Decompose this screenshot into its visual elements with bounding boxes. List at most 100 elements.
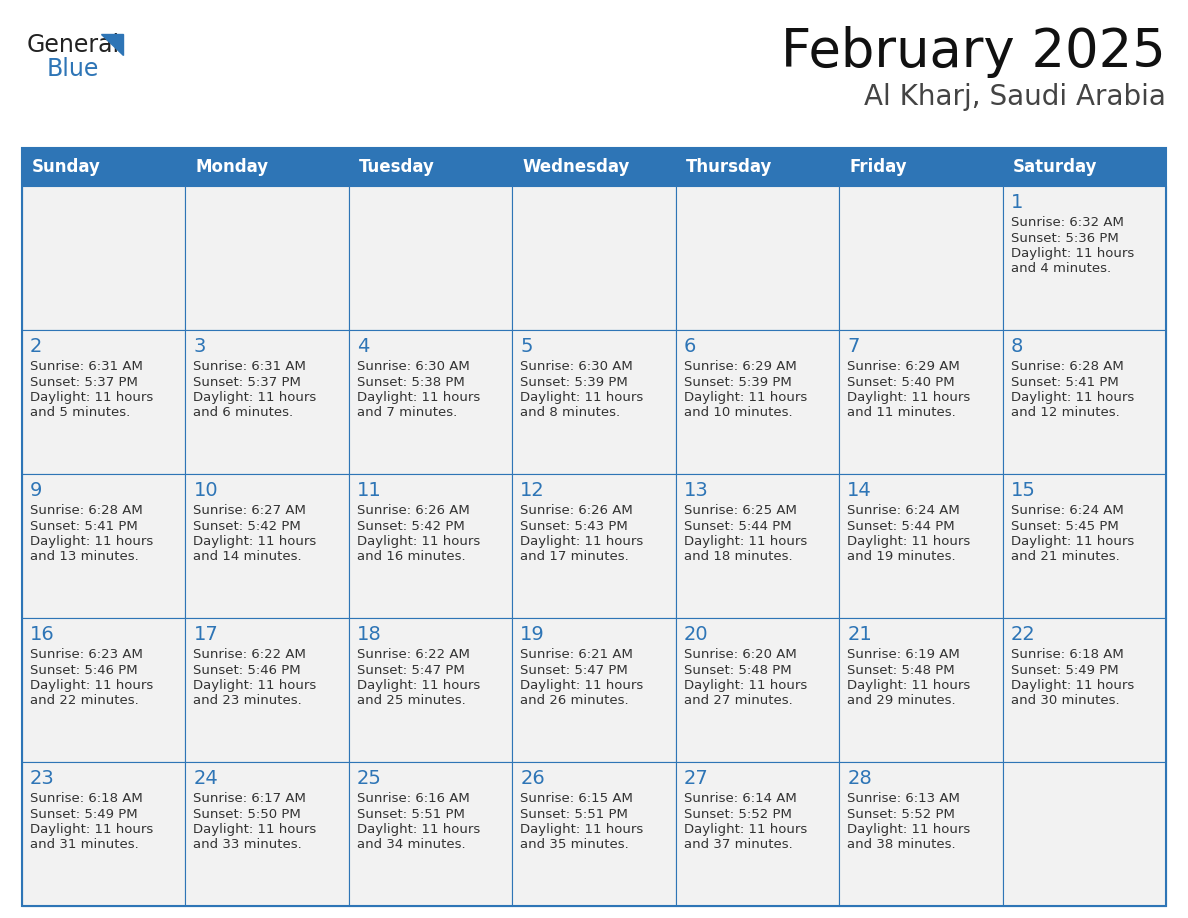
Text: Daylight: 11 hours: Daylight: 11 hours (847, 535, 971, 548)
Bar (512, 474, 676, 618)
Text: Sunrise: 6:26 AM: Sunrise: 6:26 AM (356, 504, 469, 517)
Bar (676, 474, 839, 618)
Text: and 26 minutes.: and 26 minutes. (520, 695, 628, 708)
Bar (23, 186, 185, 330)
Text: Daylight: 11 hours: Daylight: 11 hours (684, 391, 807, 404)
Text: Sunrise: 6:31 AM: Sunrise: 6:31 AM (30, 360, 143, 373)
Text: Daylight: 11 hours: Daylight: 11 hours (1011, 679, 1133, 692)
Text: and 5 minutes.: and 5 minutes. (30, 407, 131, 420)
Bar (512, 762, 676, 906)
Bar (185, 330, 349, 474)
Text: Daylight: 11 hours: Daylight: 11 hours (520, 679, 644, 692)
Text: and 11 minutes.: and 11 minutes. (847, 407, 956, 420)
Text: and 18 minutes.: and 18 minutes. (684, 551, 792, 564)
Text: Sunrise: 6:20 AM: Sunrise: 6:20 AM (684, 648, 796, 661)
Text: Sunrise: 6:27 AM: Sunrise: 6:27 AM (194, 504, 307, 517)
Text: and 7 minutes.: and 7 minutes. (356, 407, 457, 420)
Text: 27: 27 (684, 769, 708, 788)
Text: and 34 minutes.: and 34 minutes. (356, 838, 466, 852)
Text: 5: 5 (520, 337, 532, 356)
Text: Sunset: 5:39 PM: Sunset: 5:39 PM (684, 375, 791, 388)
Bar (185, 186, 349, 330)
Bar (349, 618, 512, 762)
Text: Sunrise: 6:24 AM: Sunrise: 6:24 AM (1011, 504, 1124, 517)
Bar (676, 330, 839, 474)
Text: Sunset: 5:44 PM: Sunset: 5:44 PM (684, 520, 791, 532)
Text: Sunset: 5:52 PM: Sunset: 5:52 PM (847, 808, 955, 821)
Text: Sunset: 5:43 PM: Sunset: 5:43 PM (520, 520, 628, 532)
Text: Daylight: 11 hours: Daylight: 11 hours (356, 391, 480, 404)
Bar (512, 186, 676, 330)
Text: and 35 minutes.: and 35 minutes. (520, 838, 628, 852)
Text: and 33 minutes.: and 33 minutes. (194, 838, 302, 852)
Text: Daylight: 11 hours: Daylight: 11 hours (356, 823, 480, 836)
Text: Daylight: 11 hours: Daylight: 11 hours (30, 535, 153, 548)
Text: and 19 minutes.: and 19 minutes. (847, 551, 956, 564)
Text: Sunset: 5:41 PM: Sunset: 5:41 PM (1011, 375, 1118, 388)
Text: 25: 25 (356, 769, 381, 788)
Bar (1003, 186, 1165, 330)
Bar (1003, 762, 1165, 906)
Text: and 22 minutes.: and 22 minutes. (30, 695, 139, 708)
Text: and 12 minutes.: and 12 minutes. (1011, 407, 1119, 420)
Text: Sunrise: 6:22 AM: Sunrise: 6:22 AM (194, 648, 307, 661)
Text: Sunrise: 6:30 AM: Sunrise: 6:30 AM (520, 360, 633, 373)
Text: Sunset: 5:39 PM: Sunset: 5:39 PM (520, 375, 628, 388)
Text: Daylight: 11 hours: Daylight: 11 hours (520, 391, 644, 404)
Text: General: General (27, 33, 120, 57)
Text: 14: 14 (847, 481, 872, 500)
Text: 2: 2 (30, 337, 43, 356)
Text: Daylight: 11 hours: Daylight: 11 hours (684, 823, 807, 836)
Text: Daylight: 11 hours: Daylight: 11 hours (30, 679, 153, 692)
Text: 21: 21 (847, 625, 872, 644)
Text: 17: 17 (194, 625, 219, 644)
Text: Daylight: 11 hours: Daylight: 11 hours (1011, 391, 1133, 404)
Text: Daylight: 11 hours: Daylight: 11 hours (520, 535, 644, 548)
Text: Sunrise: 6:32 AM: Sunrise: 6:32 AM (1011, 216, 1124, 229)
Text: and 13 minutes.: and 13 minutes. (30, 551, 139, 564)
Text: and 29 minutes.: and 29 minutes. (847, 695, 956, 708)
Text: Sunrise: 6:28 AM: Sunrise: 6:28 AM (30, 504, 143, 517)
Text: Daylight: 11 hours: Daylight: 11 hours (356, 679, 480, 692)
Text: Sunset: 5:47 PM: Sunset: 5:47 PM (520, 664, 628, 677)
Text: February 2025: February 2025 (782, 26, 1165, 78)
Text: Daylight: 11 hours: Daylight: 11 hours (1011, 535, 1133, 548)
Text: 15: 15 (1011, 481, 1036, 500)
Bar (512, 618, 676, 762)
Text: Sunrise: 6:31 AM: Sunrise: 6:31 AM (194, 360, 307, 373)
Text: Sunrise: 6:22 AM: Sunrise: 6:22 AM (356, 648, 469, 661)
Text: Sunset: 5:51 PM: Sunset: 5:51 PM (356, 808, 465, 821)
Text: Sunset: 5:46 PM: Sunset: 5:46 PM (30, 664, 138, 677)
Text: Sunrise: 6:16 AM: Sunrise: 6:16 AM (356, 792, 469, 805)
Bar (23, 762, 185, 906)
Text: Sunrise: 6:21 AM: Sunrise: 6:21 AM (520, 648, 633, 661)
Bar (839, 330, 1003, 474)
Bar (349, 186, 512, 330)
Text: and 16 minutes.: and 16 minutes. (356, 551, 466, 564)
Text: 10: 10 (194, 481, 219, 500)
Text: Sunset: 5:36 PM: Sunset: 5:36 PM (1011, 231, 1118, 244)
Text: Sunset: 5:49 PM: Sunset: 5:49 PM (30, 808, 138, 821)
Bar (839, 618, 1003, 762)
Text: and 14 minutes.: and 14 minutes. (194, 551, 302, 564)
Text: Sunrise: 6:17 AM: Sunrise: 6:17 AM (194, 792, 307, 805)
Bar (1003, 330, 1165, 474)
Text: 26: 26 (520, 769, 545, 788)
Text: 11: 11 (356, 481, 381, 500)
Text: and 31 minutes.: and 31 minutes. (30, 838, 139, 852)
Text: Daylight: 11 hours: Daylight: 11 hours (194, 391, 317, 404)
Text: Sunrise: 6:26 AM: Sunrise: 6:26 AM (520, 504, 633, 517)
Text: Daylight: 11 hours: Daylight: 11 hours (684, 535, 807, 548)
Text: and 17 minutes.: and 17 minutes. (520, 551, 628, 564)
Text: Sunrise: 6:18 AM: Sunrise: 6:18 AM (1011, 648, 1124, 661)
Polygon shape (101, 34, 124, 55)
Text: Sunrise: 6:13 AM: Sunrise: 6:13 AM (847, 792, 960, 805)
Bar (1003, 474, 1165, 618)
Text: 1: 1 (1011, 193, 1023, 212)
Text: Sunrise: 6:18 AM: Sunrise: 6:18 AM (30, 792, 143, 805)
Text: Sunset: 5:37 PM: Sunset: 5:37 PM (30, 375, 138, 388)
Text: Sunset: 5:49 PM: Sunset: 5:49 PM (1011, 664, 1118, 677)
Text: Sunrise: 6:19 AM: Sunrise: 6:19 AM (847, 648, 960, 661)
Text: 28: 28 (847, 769, 872, 788)
Text: 23: 23 (30, 769, 55, 788)
